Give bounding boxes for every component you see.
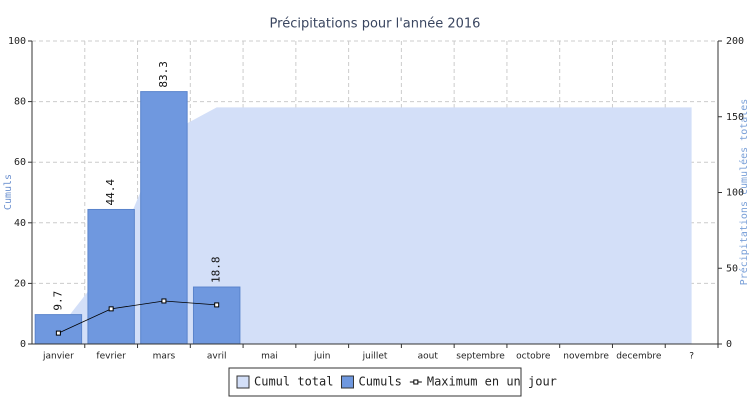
y2-tick-label: 150	[726, 112, 744, 123]
data-label: 83.3	[157, 61, 170, 88]
y2-axis-title: Précipitations cumulées totales	[738, 99, 750, 286]
line	[58, 300, 217, 334]
bar	[34, 314, 83, 345]
line-marker	[161, 298, 167, 304]
x-tick-label: ?	[689, 352, 694, 362]
x-tick-label: juin	[313, 352, 330, 362]
x-tick-label: aout	[418, 352, 439, 362]
x-tick-label: janvier	[42, 352, 74, 362]
area	[58, 107, 692, 345]
y-tick-label: 100	[8, 36, 26, 47]
legend-box	[228, 367, 522, 397]
x-tick-label: fevrier	[96, 352, 126, 362]
legend-label: Cumuls	[358, 375, 401, 389]
x-tick-label: mai	[261, 352, 278, 362]
x-tick-label: juillet	[362, 352, 388, 362]
data-label: 9.7	[51, 291, 64, 311]
y2-tick-label: 100	[726, 188, 744, 199]
y2-tick-label: 50	[726, 263, 738, 274]
chart-title: Précipitations pour l'année 2016	[270, 17, 481, 32]
x-tick-label: septembre	[456, 352, 505, 362]
legend-label: Maximum en un jour	[427, 375, 557, 389]
x-tick-label: decembre	[616, 352, 662, 362]
y-axis-title: Cumuls	[3, 174, 14, 210]
legend-swatch	[340, 375, 354, 389]
y2-tick-label: 0	[726, 339, 732, 350]
line-marker	[55, 330, 61, 336]
bar	[140, 91, 188, 345]
line-marker	[108, 306, 114, 312]
x-tick-label: octobre	[516, 352, 551, 362]
bar	[192, 286, 241, 345]
x-tick-label: novembre	[563, 352, 609, 362]
legend-label: Cumul total	[254, 375, 333, 389]
bar	[87, 208, 135, 345]
data-label: 44.4	[104, 179, 117, 206]
y-tick-label: 80	[14, 97, 26, 108]
x-tick-label: avril	[207, 352, 227, 362]
y-tick-label: 0	[20, 339, 26, 350]
legend: Cumul total Cumuls Maximum en un jour	[228, 367, 557, 397]
line-marker	[214, 302, 220, 308]
y-tick-label: 20	[14, 278, 26, 289]
legend-swatch	[236, 375, 250, 389]
y2-tick-label: 200	[726, 36, 744, 47]
y-tick-label: 60	[14, 157, 26, 168]
x-tick-label: mars	[153, 352, 176, 362]
data-label: 18.8	[210, 257, 223, 284]
legend-swatch-marker	[413, 379, 419, 385]
y-tick-label: 40	[14, 218, 26, 229]
